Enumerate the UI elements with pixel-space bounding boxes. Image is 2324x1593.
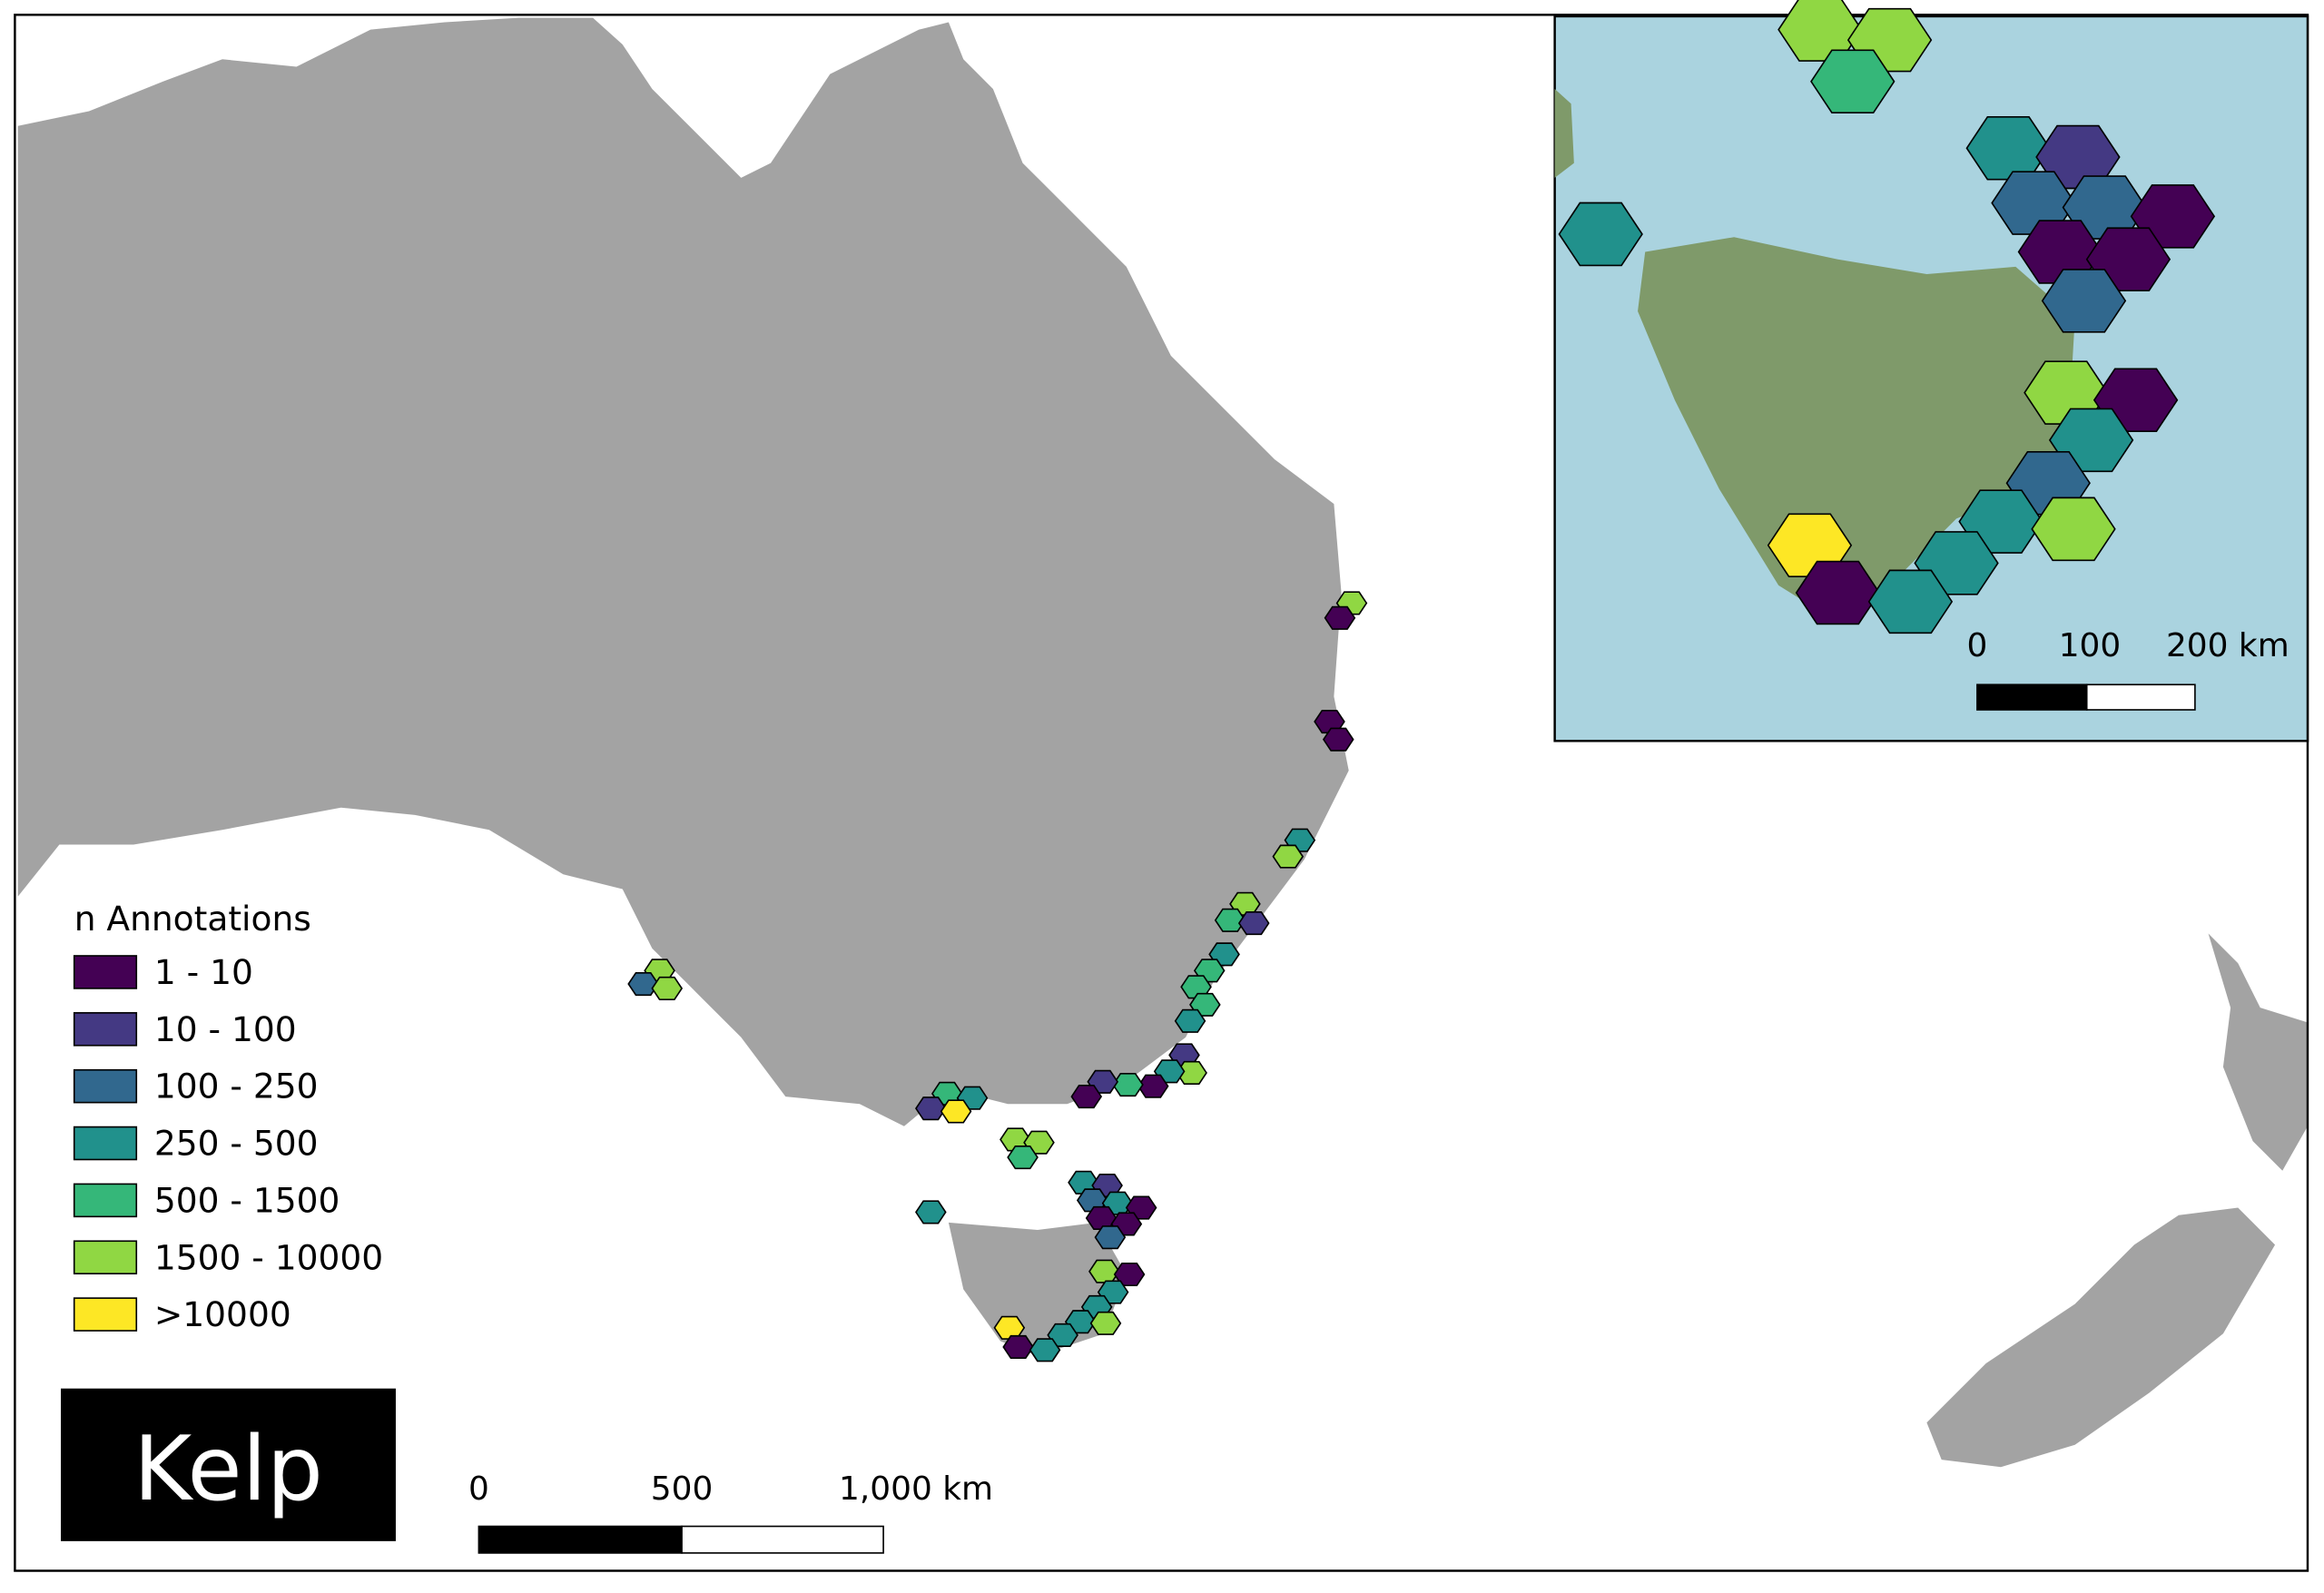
hex-cell — [1094, 1225, 1127, 1250]
inset-scale-label: 0 — [1966, 627, 1987, 664]
inset-scale-label: 200 km — [2166, 627, 2290, 664]
inset-scale-white — [2085, 683, 2196, 711]
hex-cell — [1214, 908, 1246, 932]
inset-hex-cell — [2041, 269, 2127, 333]
scale-label: 1,000 km — [839, 1470, 993, 1508]
legend-label: 10 - 100 — [154, 1009, 297, 1049]
legend-swatch — [73, 1068, 138, 1104]
inset-tasmania — [1638, 237, 2075, 623]
inset-mainland — [1554, 88, 1574, 178]
legend-label: 1 - 10 — [154, 952, 253, 992]
scale-label: 0 — [468, 1470, 489, 1508]
hex-cell — [1237, 911, 1270, 936]
hex-cell — [1002, 1334, 1034, 1360]
nz-south-island — [1926, 1207, 2276, 1468]
inset-hex-layer — [1558, 0, 2216, 634]
hex-cell — [940, 1099, 972, 1124]
legend-label: 500 - 1500 — [154, 1180, 340, 1220]
legend: n Annotations 1 - 10 10 - 100 100 - 250 250… — [73, 899, 383, 1334]
nz-north-island — [2208, 933, 2308, 1171]
hex-cell — [1047, 1323, 1078, 1347]
hex-cell — [627, 971, 659, 997]
hex-cell — [1322, 727, 1354, 752]
scale-label: 500 — [651, 1470, 714, 1508]
title: Kelp — [133, 1418, 323, 1521]
inset-hex-cell — [1810, 49, 1896, 114]
hex-cell — [1070, 1085, 1103, 1109]
scale-bar-black — [478, 1525, 683, 1554]
legend-label: 250 - 500 — [154, 1124, 319, 1164]
title-box — [61, 1388, 396, 1541]
legend-swatch — [73, 1297, 138, 1332]
inset-scale-label: 100 — [2059, 627, 2122, 664]
hex-cell — [915, 1096, 947, 1121]
inset-hex-cell — [2031, 497, 2116, 562]
inset-scale-black — [1976, 683, 2088, 711]
legend-label: 1500 - 10000 — [154, 1237, 383, 1277]
hex-cell — [1088, 1259, 1120, 1283]
hex-cell — [1324, 605, 1356, 630]
legend-label: 100 - 250 — [154, 1067, 319, 1106]
hex-cell — [651, 976, 684, 1000]
hex-cell — [1112, 1072, 1144, 1097]
map-frame — [14, 14, 2309, 1572]
inset-hex-cell — [1558, 202, 1643, 267]
legend-swatch — [73, 955, 138, 989]
hex-cell — [1007, 1145, 1039, 1170]
hex-cell — [1272, 844, 1305, 869]
hex-cell — [1113, 1262, 1146, 1287]
hex-layer — [627, 591, 1368, 1362]
hex-cell — [1089, 1311, 1122, 1335]
australia — [17, 17, 1349, 1126]
legend-title: n Annotations — [74, 899, 311, 939]
scale-bar-white — [681, 1525, 884, 1554]
hex-cell — [1029, 1338, 1061, 1362]
legend-swatch — [73, 1126, 138, 1161]
legend-swatch — [73, 1012, 138, 1047]
hex-cell — [1174, 1008, 1206, 1033]
legend-label: >10000 — [154, 1294, 291, 1334]
hex-cell — [1137, 1074, 1169, 1098]
legend-swatch — [73, 1240, 138, 1274]
inset-hex-cell — [1795, 560, 1881, 625]
legend-swatch — [73, 1183, 138, 1218]
inset-hex-cell — [1867, 569, 1954, 634]
hex-cell — [915, 1200, 947, 1224]
